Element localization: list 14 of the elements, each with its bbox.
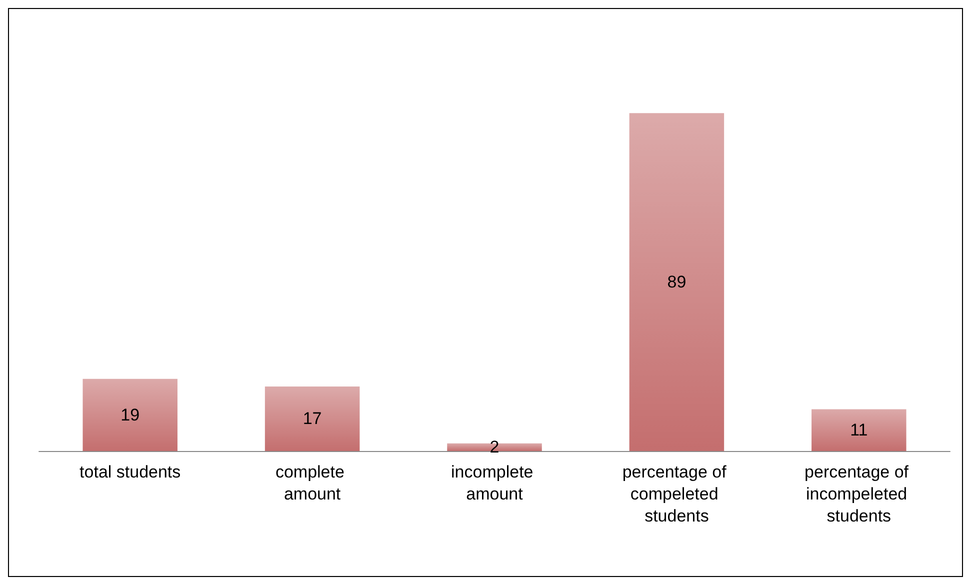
- bar: [812, 409, 906, 451]
- data-label: 11: [850, 420, 868, 440]
- x-tick-label: complete amount: [275, 462, 350, 504]
- data-label: 2: [490, 438, 500, 457]
- bar: [264, 386, 360, 451]
- x-tick-label: total students: [80, 462, 181, 482]
- data-label: 89: [667, 272, 686, 292]
- bar: [629, 113, 724, 451]
- x-tick-label: incomplete amount: [451, 462, 538, 504]
- x-tick-label: percentage of compeleted students: [622, 462, 732, 526]
- data-label: 19: [120, 405, 140, 424]
- bar: [82, 378, 178, 451]
- x-tick-label: percentage of incompeleted students: [804, 462, 914, 526]
- data-label: 17: [302, 409, 322, 428]
